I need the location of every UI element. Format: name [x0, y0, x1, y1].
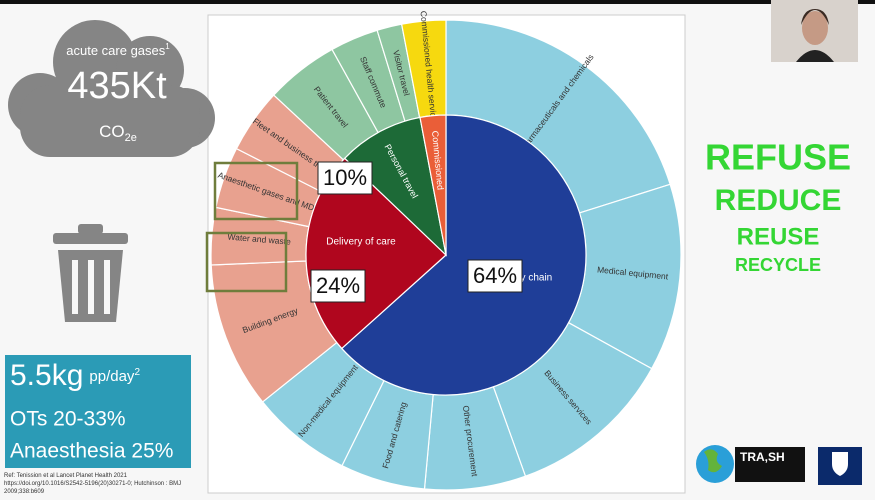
percent-box: [317, 161, 373, 195]
shoulders: [796, 50, 834, 62]
caption: acute care gases: [66, 43, 166, 58]
highlight-box: [213, 161, 299, 221]
unit: CO: [99, 122, 125, 141]
globe-land: [704, 449, 722, 473]
sup: 1: [165, 42, 170, 51]
unit: pp/day: [89, 368, 135, 385]
action: REDUCE: [715, 184, 842, 217]
action: REFUSE: [705, 137, 851, 178]
top-bar: [0, 0, 875, 4]
percent-box: [310, 269, 366, 303]
cloud-caption: acute care gases1: [66, 42, 170, 58]
inner-wedge: [419, 114, 447, 256]
crest: [832, 452, 848, 476]
hair: [801, 9, 829, 25]
stats-box: [5, 355, 191, 468]
logo-text: TRA,SH: [740, 450, 785, 464]
reference-box: Ref: Tenission et al Lancet Planet Healt…: [4, 473, 182, 495]
amount: 5.5kg: [10, 359, 83, 392]
trash-logo: [735, 447, 805, 482]
action: RECYCLE: [735, 255, 821, 275]
percent-label: 64%: [473, 263, 517, 288]
percent-label: 24%: [316, 273, 360, 298]
reference: Ref: Tenission et al Lancet Planet Healt…: [4, 473, 182, 495]
stats-line: OTs 20-33%: [10, 408, 126, 431]
inner-wedge: [343, 116, 447, 257]
stats-amount: 5.5kg pp/day2: [10, 359, 140, 392]
percent-box: [467, 259, 523, 293]
sub: 2e: [125, 132, 137, 144]
cloud-unit: CO2e: [99, 122, 137, 143]
inner-label: Delivery of care: [326, 236, 396, 247]
percent-label: 10%: [323, 165, 367, 190]
inner-label: Supply chain: [495, 272, 552, 283]
sup: 2: [134, 367, 140, 378]
face: [802, 11, 828, 45]
cloud: [8, 20, 215, 157]
trash-icon: [53, 224, 128, 322]
highlight-box: [205, 231, 288, 293]
action: REUSE: [737, 223, 820, 250]
inner-wedge: [340, 114, 587, 396]
cloud-amount: 435Kt: [67, 65, 167, 107]
stats-line: Anaesthesia 25%: [10, 440, 173, 463]
